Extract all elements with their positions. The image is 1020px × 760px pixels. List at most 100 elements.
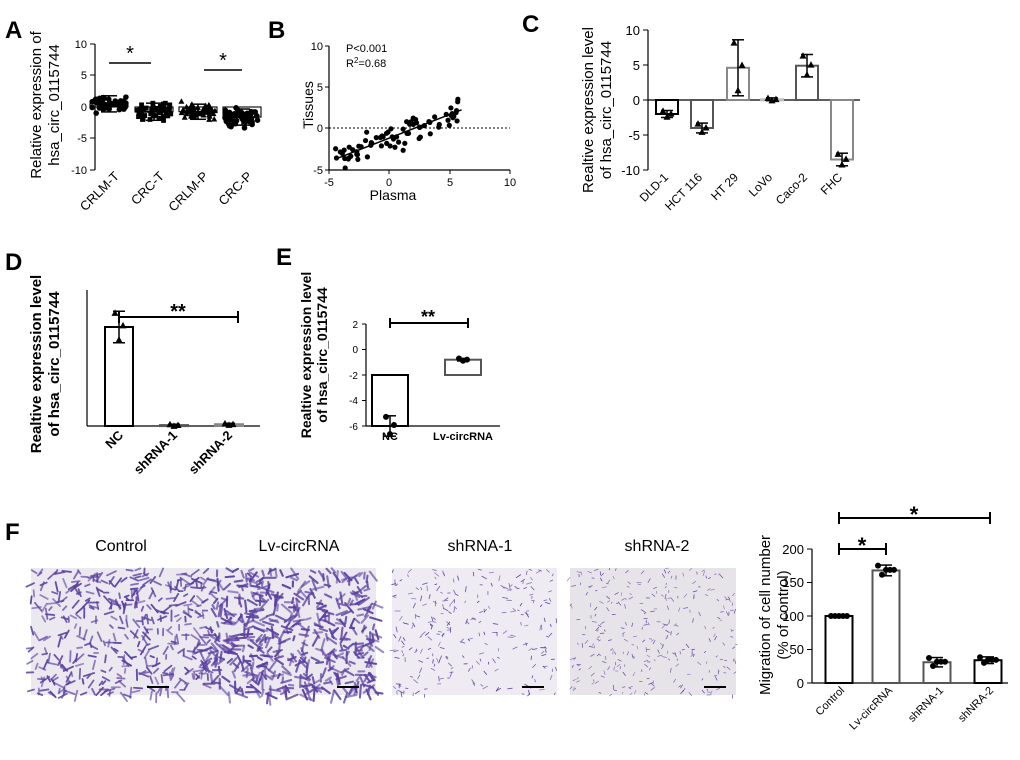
micrograph-stain-mark bbox=[479, 658, 482, 662]
micrograph-stain-mark bbox=[90, 644, 99, 650]
panel-a-point bbox=[160, 114, 166, 120]
micrograph-stain-mark bbox=[210, 607, 218, 618]
panel-c-replicate bbox=[834, 150, 842, 157]
micrograph-stain-mark bbox=[246, 572, 253, 578]
micrograph-stain-mark bbox=[251, 661, 255, 670]
micrograph-stain-mark bbox=[598, 624, 602, 628]
micrograph-stain-mark bbox=[155, 657, 159, 666]
panel-a-xtick-label: CRC-P bbox=[215, 169, 255, 209]
micrograph-stain-mark bbox=[276, 603, 280, 612]
micrograph-stain-mark bbox=[722, 642, 725, 646]
micrograph-stain-mark bbox=[238, 600, 243, 608]
micrograph-stain-mark bbox=[676, 632, 680, 636]
micrograph-stain-mark bbox=[651, 639, 654, 642]
micrograph-stain-mark bbox=[434, 576, 437, 580]
micrograph-stain-mark bbox=[310, 656, 320, 663]
micrograph-stain-mark bbox=[223, 650, 239, 656]
micrograph-stain-mark bbox=[102, 640, 106, 647]
panel-a-point bbox=[199, 110, 206, 117]
micrograph-stain-mark bbox=[61, 605, 68, 611]
panel-b-point bbox=[400, 126, 406, 132]
micrograph-stain-mark bbox=[113, 648, 119, 652]
micrograph-stain-mark bbox=[662, 623, 668, 626]
micrograph-stain-mark bbox=[51, 676, 59, 682]
micrograph-stain-mark bbox=[34, 601, 43, 612]
micrograph-stain-mark bbox=[523, 587, 528, 590]
micrograph-stain-mark bbox=[305, 673, 313, 681]
micrograph-stain-mark bbox=[276, 686, 286, 691]
micrograph-stain-mark bbox=[679, 650, 682, 655]
micrograph-stain-mark bbox=[149, 576, 157, 584]
micrograph-stain-mark bbox=[274, 567, 278, 578]
panel-e-replicate bbox=[391, 421, 397, 428]
micrograph-stain-mark bbox=[464, 586, 467, 593]
micrograph-stain-mark bbox=[625, 621, 627, 626]
micrograph-title-shrna-1: shRNA-1 bbox=[448, 538, 513, 555]
micrograph-shrna-2 bbox=[570, 568, 736, 695]
micrograph-stain-mark bbox=[216, 621, 220, 628]
micrograph-stain-mark bbox=[592, 643, 594, 646]
micrograph-stain-mark bbox=[196, 614, 205, 619]
micrograph-stain-mark bbox=[599, 600, 604, 604]
micrograph-stain-mark bbox=[617, 659, 622, 662]
micrograph-stain-mark bbox=[255, 633, 263, 642]
micrograph-stain-mark bbox=[551, 573, 554, 577]
micrograph-stain-mark bbox=[43, 635, 52, 642]
micrograph-stain-mark bbox=[342, 691, 349, 704]
micrograph-stain-mark bbox=[183, 603, 193, 607]
micrograph-stain-mark bbox=[606, 607, 610, 612]
micrograph-stain-mark bbox=[601, 586, 607, 589]
micrograph-stain-mark bbox=[36, 692, 44, 696]
micrograph-stain-mark bbox=[73, 689, 79, 702]
micrograph-stain-mark bbox=[365, 634, 374, 647]
micrograph-stain-mark bbox=[191, 600, 200, 607]
micrograph-stain-mark bbox=[225, 567, 234, 574]
micrograph-stain-mark bbox=[48, 606, 53, 612]
micrograph-stain-mark bbox=[265, 666, 275, 675]
micrograph-stain-mark bbox=[210, 642, 219, 652]
micrograph-stain-mark bbox=[138, 672, 150, 678]
micrograph-stain-mark bbox=[300, 639, 306, 653]
micrograph-stain-mark bbox=[114, 679, 123, 684]
micrograph-stain-mark bbox=[76, 646, 83, 649]
micrograph-stain-mark bbox=[123, 667, 127, 674]
micrograph-stain-mark bbox=[123, 603, 133, 607]
micrograph-stain-mark bbox=[87, 654, 97, 658]
micrograph-stain-mark bbox=[292, 635, 296, 642]
micrograph-stain-mark bbox=[327, 612, 331, 624]
micrograph-stain-mark bbox=[234, 692, 249, 699]
micrograph-stain-mark bbox=[265, 588, 273, 600]
micrograph-stain-mark bbox=[688, 692, 692, 696]
micrograph-stain-mark bbox=[727, 596, 731, 600]
micrograph-stain-mark bbox=[422, 603, 427, 606]
micrograph-stain-mark bbox=[206, 577, 216, 582]
panel-a-point bbox=[156, 107, 162, 113]
micrograph-stain-mark bbox=[415, 615, 421, 618]
micrograph-stain-mark bbox=[69, 614, 78, 620]
micrograph-stain-mark bbox=[344, 615, 348, 625]
panel-b-point bbox=[355, 156, 361, 162]
micrograph-stain-mark bbox=[395, 583, 398, 587]
micrograph-stain-mark bbox=[209, 626, 213, 634]
micrograph-stain-mark bbox=[245, 573, 248, 583]
micrograph-stain-mark bbox=[149, 690, 153, 701]
panel-b-point bbox=[373, 135, 379, 141]
panel-b-point bbox=[392, 144, 398, 150]
micrograph-stain-mark bbox=[344, 602, 355, 614]
micrograph-stain-mark bbox=[293, 605, 297, 612]
panel-c-replicate bbox=[807, 61, 815, 68]
micrograph-stain-mark bbox=[170, 640, 177, 644]
panel-b-point bbox=[364, 154, 370, 160]
micrograph-stain-mark bbox=[598, 639, 601, 642]
micrograph-stain-mark bbox=[450, 667, 454, 670]
micrograph-stain-mark bbox=[598, 654, 602, 656]
micrograph-stain-mark bbox=[484, 642, 488, 646]
micrograph-stain-mark bbox=[354, 577, 360, 585]
micrograph-stain-mark bbox=[723, 605, 725, 610]
panel-a-point bbox=[228, 123, 234, 130]
panel-e-ylabel-line1: Realtive expression level bbox=[298, 272, 314, 439]
micrograph-stain-mark bbox=[576, 571, 582, 573]
micrograph-stain-mark bbox=[305, 687, 312, 701]
panel-c-replicate bbox=[838, 161, 846, 168]
micrograph-stain-mark bbox=[348, 660, 356, 665]
